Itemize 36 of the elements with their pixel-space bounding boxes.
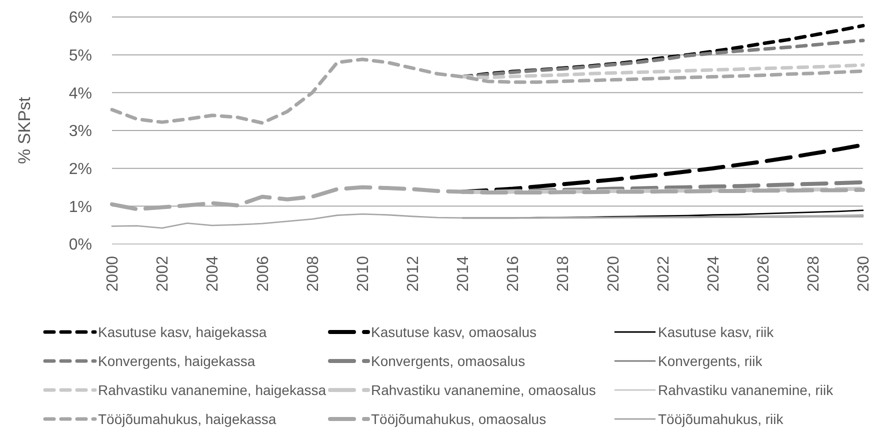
legend-label: Tööjõumahukus, omaosalus — [371, 410, 546, 427]
legend-label: Rahvastiku vananemine, riik — [658, 382, 834, 398]
y-tick-label: 4% — [68, 85, 92, 102]
x-tick-label: 2030 — [856, 256, 873, 292]
legend-label: Konvergents, omaosalus — [371, 352, 526, 369]
y-tick-label: 5% — [68, 47, 92, 64]
y-axis-title: % SKPst — [15, 96, 34, 164]
legend-label: Konvergents, riik — [658, 352, 764, 369]
legend-label: Rahvastiku vananemine, haigekassa — [98, 382, 326, 398]
legend-label: Konvergents, haigekassa — [98, 352, 256, 369]
y-tick-label: 1% — [68, 198, 92, 216]
y-tick-label: 6% — [68, 10, 92, 27]
legend-label: Rahvastiku vananemine, omaosalus — [371, 382, 596, 398]
legend-label: Kasutuse kasv, haigekassa — [98, 324, 267, 340]
x-tick-label: 2014 — [455, 256, 472, 292]
legend-label: Kasutuse kasv, omaosalus — [371, 324, 536, 340]
y-tick-label: 2% — [68, 160, 92, 178]
legend-label: Tööjõumahukus, haigekassa — [98, 410, 276, 427]
y-tick-label: 0% — [68, 236, 92, 254]
x-tick-label: 2020 — [605, 256, 622, 292]
x-tick-label: 2026 — [755, 256, 772, 292]
x-tick-label: 2024 — [705, 256, 722, 292]
x-tick-label: 2012 — [405, 256, 422, 292]
x-tick-label: 2028 — [806, 256, 823, 292]
x-tick-label: 2010 — [354, 256, 372, 292]
x-tick-label: 2022 — [655, 256, 672, 292]
y-tick-label: 3% — [68, 123, 92, 140]
x-tick-label: 2006 — [254, 256, 272, 292]
x-tick-label: 2002 — [154, 256, 172, 292]
x-tick-label: 2016 — [505, 256, 522, 292]
x-tick-label: 2008 — [304, 256, 322, 292]
x-tick-label: 2004 — [204, 256, 222, 292]
x-tick-label: 2000 — [104, 256, 122, 292]
legend-label: Tööjõumahukus, riik — [658, 410, 784, 427]
x-tick-label: 2018 — [555, 256, 572, 292]
legend-label: Kasutuse kasv, riik — [658, 324, 775, 340]
